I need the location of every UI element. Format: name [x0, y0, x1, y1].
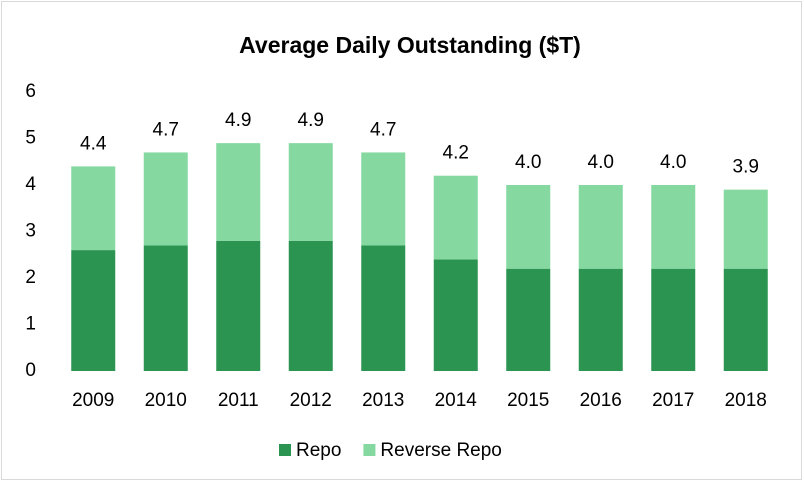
bar-segment	[216, 143, 261, 241]
y-tick-label: 3	[25, 221, 36, 242]
bar-segment	[361, 245, 406, 371]
bar-segment	[71, 250, 116, 371]
bar-segment	[651, 268, 696, 371]
total-label: 4.0	[515, 152, 541, 173]
total-label: 4.9	[298, 110, 324, 131]
bar-segment	[143, 152, 188, 246]
bar-segment	[216, 240, 261, 371]
legend-label: Repo	[296, 440, 341, 461]
total-label: 3.9	[733, 157, 759, 178]
x-tick-label: 2012	[290, 390, 332, 411]
x-tick-label: 2011	[218, 390, 259, 411]
bar-segment	[143, 245, 188, 371]
bar-segment	[433, 259, 478, 371]
chart-title: Average Daily Outstanding ($T)	[239, 32, 581, 58]
bar-segment	[361, 152, 406, 246]
x-tick-label: 2015	[507, 390, 549, 411]
bar-segment	[71, 166, 116, 251]
x-tick-label: 2016	[580, 390, 622, 411]
y-tick-label: 1	[25, 314, 36, 335]
x-tick-label: 2009	[72, 390, 114, 411]
total-label: 4.0	[588, 152, 614, 173]
x-tick-label: 2013	[362, 390, 404, 411]
bar-segment	[578, 185, 623, 269]
x-tick-label: 2018	[725, 390, 767, 411]
legend-label: Reverse Repo	[380, 440, 501, 461]
bar-segment	[723, 189, 768, 269]
bar-segment	[506, 185, 551, 269]
bar-segment	[578, 268, 623, 371]
x-tick-label: 2014	[435, 390, 478, 411]
total-label: 4.7	[370, 119, 396, 140]
total-label: 4.2	[443, 143, 469, 164]
bar-segment	[288, 143, 333, 241]
bar-segment	[723, 268, 768, 371]
y-tick-label: 0	[25, 360, 36, 381]
total-label: 4.9	[225, 110, 251, 131]
y-tick-label: 6	[25, 81, 36, 102]
x-tick-label: 2017	[652, 390, 694, 411]
bar-segment	[506, 268, 551, 371]
bar-segment	[433, 175, 478, 260]
legend-swatch	[279, 444, 291, 456]
x-tick-label: 2010	[145, 390, 187, 411]
total-label: 4.4	[80, 133, 107, 154]
total-label: 4.0	[660, 152, 686, 173]
y-tick-label: 5	[25, 128, 36, 149]
y-tick-label: 4	[25, 174, 36, 195]
total-label: 4.7	[153, 119, 179, 140]
bar-segment	[651, 185, 696, 269]
bar-segment	[288, 240, 333, 371]
y-tick-label: 2	[25, 267, 36, 288]
legend-swatch	[363, 444, 376, 456]
